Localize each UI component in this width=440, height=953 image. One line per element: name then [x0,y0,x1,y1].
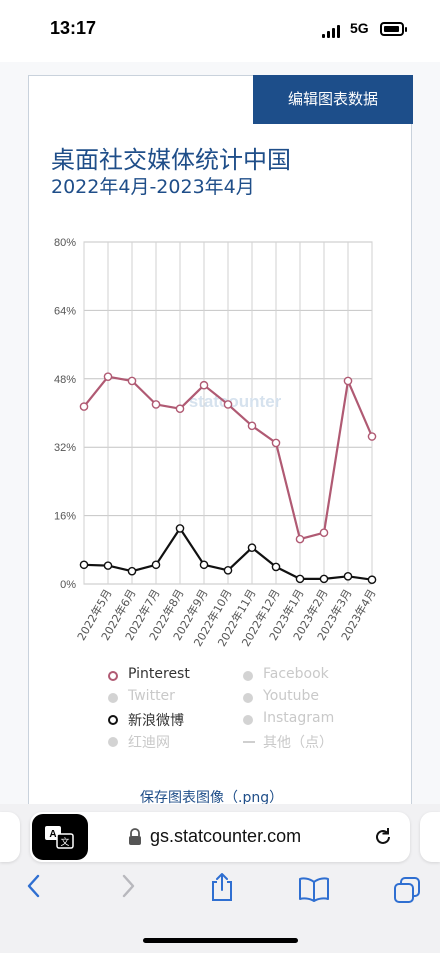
data-point [247,543,257,552]
svg-text:文: 文 [60,836,69,848]
legend-label: Twitter [128,688,175,704]
signal-icon [322,24,342,38]
data-point [103,561,113,570]
data-point [199,560,209,570]
legend-label: Instagram [263,710,335,726]
legend-circle-marker [243,671,253,681]
back-icon[interactable] [24,872,44,900]
data-point [271,562,281,572]
y-axis-ticks: 0% 16% 32% 48% 64% 80% [54,237,76,591]
legend-label: Facebook [263,666,329,682]
legend-circle-marker [243,715,253,725]
y-tick-label: 16% [54,511,76,523]
data-point [295,534,305,544]
data-point [271,438,281,448]
data-point [79,560,89,570]
home-indicator [143,938,298,943]
data-point [127,376,137,386]
data-point [175,524,185,533]
edit-chart-data-button[interactable]: 编辑图表数据 [253,75,413,124]
url-text: gs.statcounter.com [150,826,302,846]
translate-button[interactable]: A 文 [32,814,88,860]
data-point [127,566,137,576]
legend-circle-marker [243,693,253,703]
data-point [103,372,113,381]
data-point [247,421,257,431]
data-point [367,432,377,441]
save-chart-image-link[interactable]: 保存图表图像（.png） [140,790,284,806]
network-label: 5G [350,20,369,36]
legend-label: Youtube [263,688,319,704]
legend-label: 其他（点） [263,735,333,751]
reload-icon[interactable] [372,826,394,848]
share-icon[interactable] [208,872,236,902]
y-tick-label: 0% [60,579,76,591]
y-tick-label: 80% [54,237,76,249]
data-point [367,575,377,585]
chart-grid [83,241,373,585]
lock-icon [129,828,141,845]
data-point [223,566,233,575]
data-point [79,402,89,411]
data-point [343,376,353,386]
tabs-icon[interactable] [393,876,423,904]
forward-icon[interactable] [118,872,138,900]
data-point [319,574,329,584]
watermark-text: statcounter [189,392,282,411]
legend-circle-marker [108,737,118,747]
address-bar[interactable] [30,812,410,862]
data-point [295,574,305,584]
legend-label: 红迪网 [128,735,170,751]
translate-icon: A 文 [45,826,74,849]
legend-circle-marker [108,693,118,703]
legend-label: 新浪微博 [128,713,184,729]
chart-title: 桌面社交媒体统计中国 [51,146,291,174]
legend-label: Pinterest [128,666,190,682]
chart-series [79,372,377,585]
y-tick-label: 64% [54,305,76,317]
data-point [343,572,353,581]
status-bar: 13:17 5G [0,0,440,60]
x-axis-ticks: 2022年5月2022年6月2022年7月2022年8月2022年9月2022年… [74,587,379,649]
y-tick-label: 48% [54,374,76,386]
data-point [223,400,233,409]
chart-subtitle: 2022年4月-2023年4月 [51,176,255,198]
next-tab-edge[interactable] [420,812,440,862]
data-point [319,528,329,538]
bookmarks-icon[interactable] [298,876,330,902]
y-tick-label: 32% [54,442,76,454]
previous-tab-edge[interactable] [0,812,20,862]
data-point [199,380,209,390]
data-point [151,400,161,409]
battery-icon [380,22,407,36]
data-point [175,404,185,414]
legend-dash-marker [243,741,255,743]
legend-circle-marker [108,715,118,725]
svg-text:A: A [49,829,56,840]
line-chart: statcounter 0% 16% 32% 48% 64% 80% 2022年5月202… [54,237,379,649]
legend-circle-marker [108,671,118,681]
data-point [151,560,161,570]
status-time: 13:17 [50,18,97,38]
